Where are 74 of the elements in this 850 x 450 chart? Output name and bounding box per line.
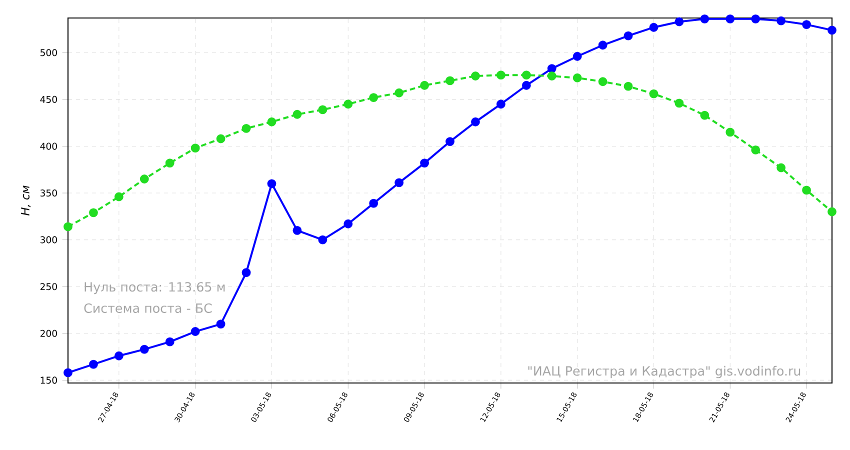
point xyxy=(216,134,226,144)
y-tick-label: 450 xyxy=(40,96,57,103)
point xyxy=(624,82,633,91)
point xyxy=(89,360,98,369)
point xyxy=(344,219,353,228)
point xyxy=(828,26,836,35)
y-tick-label: 250 xyxy=(40,283,57,290)
point xyxy=(369,93,378,102)
point xyxy=(344,100,353,109)
point xyxy=(726,14,735,24)
point xyxy=(292,226,302,235)
point xyxy=(471,72,480,80)
y-tick-label: 300 xyxy=(40,236,57,244)
point xyxy=(140,344,149,354)
point xyxy=(547,72,556,80)
annotation: "ИАЦ Регистра и Кадастра" gis.vodinfo.ru xyxy=(528,366,800,378)
point xyxy=(140,174,149,184)
point xyxy=(216,320,226,329)
point xyxy=(598,40,608,50)
point xyxy=(776,16,786,26)
point xyxy=(522,80,531,90)
point xyxy=(64,222,72,232)
point xyxy=(114,192,124,202)
point xyxy=(802,20,812,30)
annotation: Система поста - БС xyxy=(84,303,212,313)
point xyxy=(267,117,276,126)
point xyxy=(496,70,506,80)
point xyxy=(522,70,531,80)
point xyxy=(572,73,582,82)
point xyxy=(267,179,276,188)
point xyxy=(649,89,658,98)
point xyxy=(190,144,200,153)
point xyxy=(700,110,710,120)
point xyxy=(394,88,404,98)
point xyxy=(420,80,430,90)
point xyxy=(751,145,760,154)
point xyxy=(802,186,812,195)
point xyxy=(165,158,174,168)
point xyxy=(674,98,684,108)
point xyxy=(700,14,710,24)
point xyxy=(496,100,506,109)
point xyxy=(726,128,735,137)
point xyxy=(190,327,200,336)
point xyxy=(572,52,582,61)
y-tick-label: 400 xyxy=(40,142,57,150)
y-tick-label: 200 xyxy=(40,330,57,337)
point xyxy=(446,137,454,146)
point xyxy=(547,64,556,74)
point xyxy=(598,77,608,86)
point xyxy=(242,268,251,278)
point xyxy=(776,163,786,172)
point xyxy=(649,22,658,32)
point xyxy=(318,235,328,244)
point xyxy=(318,105,328,114)
point xyxy=(828,207,836,216)
point xyxy=(394,178,404,188)
point xyxy=(64,368,72,378)
y-tick-label: 150 xyxy=(40,376,57,384)
point xyxy=(751,14,760,24)
annotation: Нуль поста: 113.65 м xyxy=(84,282,225,294)
point xyxy=(89,208,98,218)
y-tick-label: 350 xyxy=(40,189,57,197)
point xyxy=(369,198,378,208)
point xyxy=(114,351,124,360)
point xyxy=(446,76,454,86)
point xyxy=(624,31,633,40)
point xyxy=(471,117,480,126)
point xyxy=(292,110,302,119)
point xyxy=(420,158,430,168)
y-tick-label: 500 xyxy=(40,49,57,56)
point xyxy=(165,337,174,346)
y-axis-title: H, см xyxy=(21,186,31,216)
point xyxy=(242,124,251,133)
point xyxy=(674,17,684,26)
